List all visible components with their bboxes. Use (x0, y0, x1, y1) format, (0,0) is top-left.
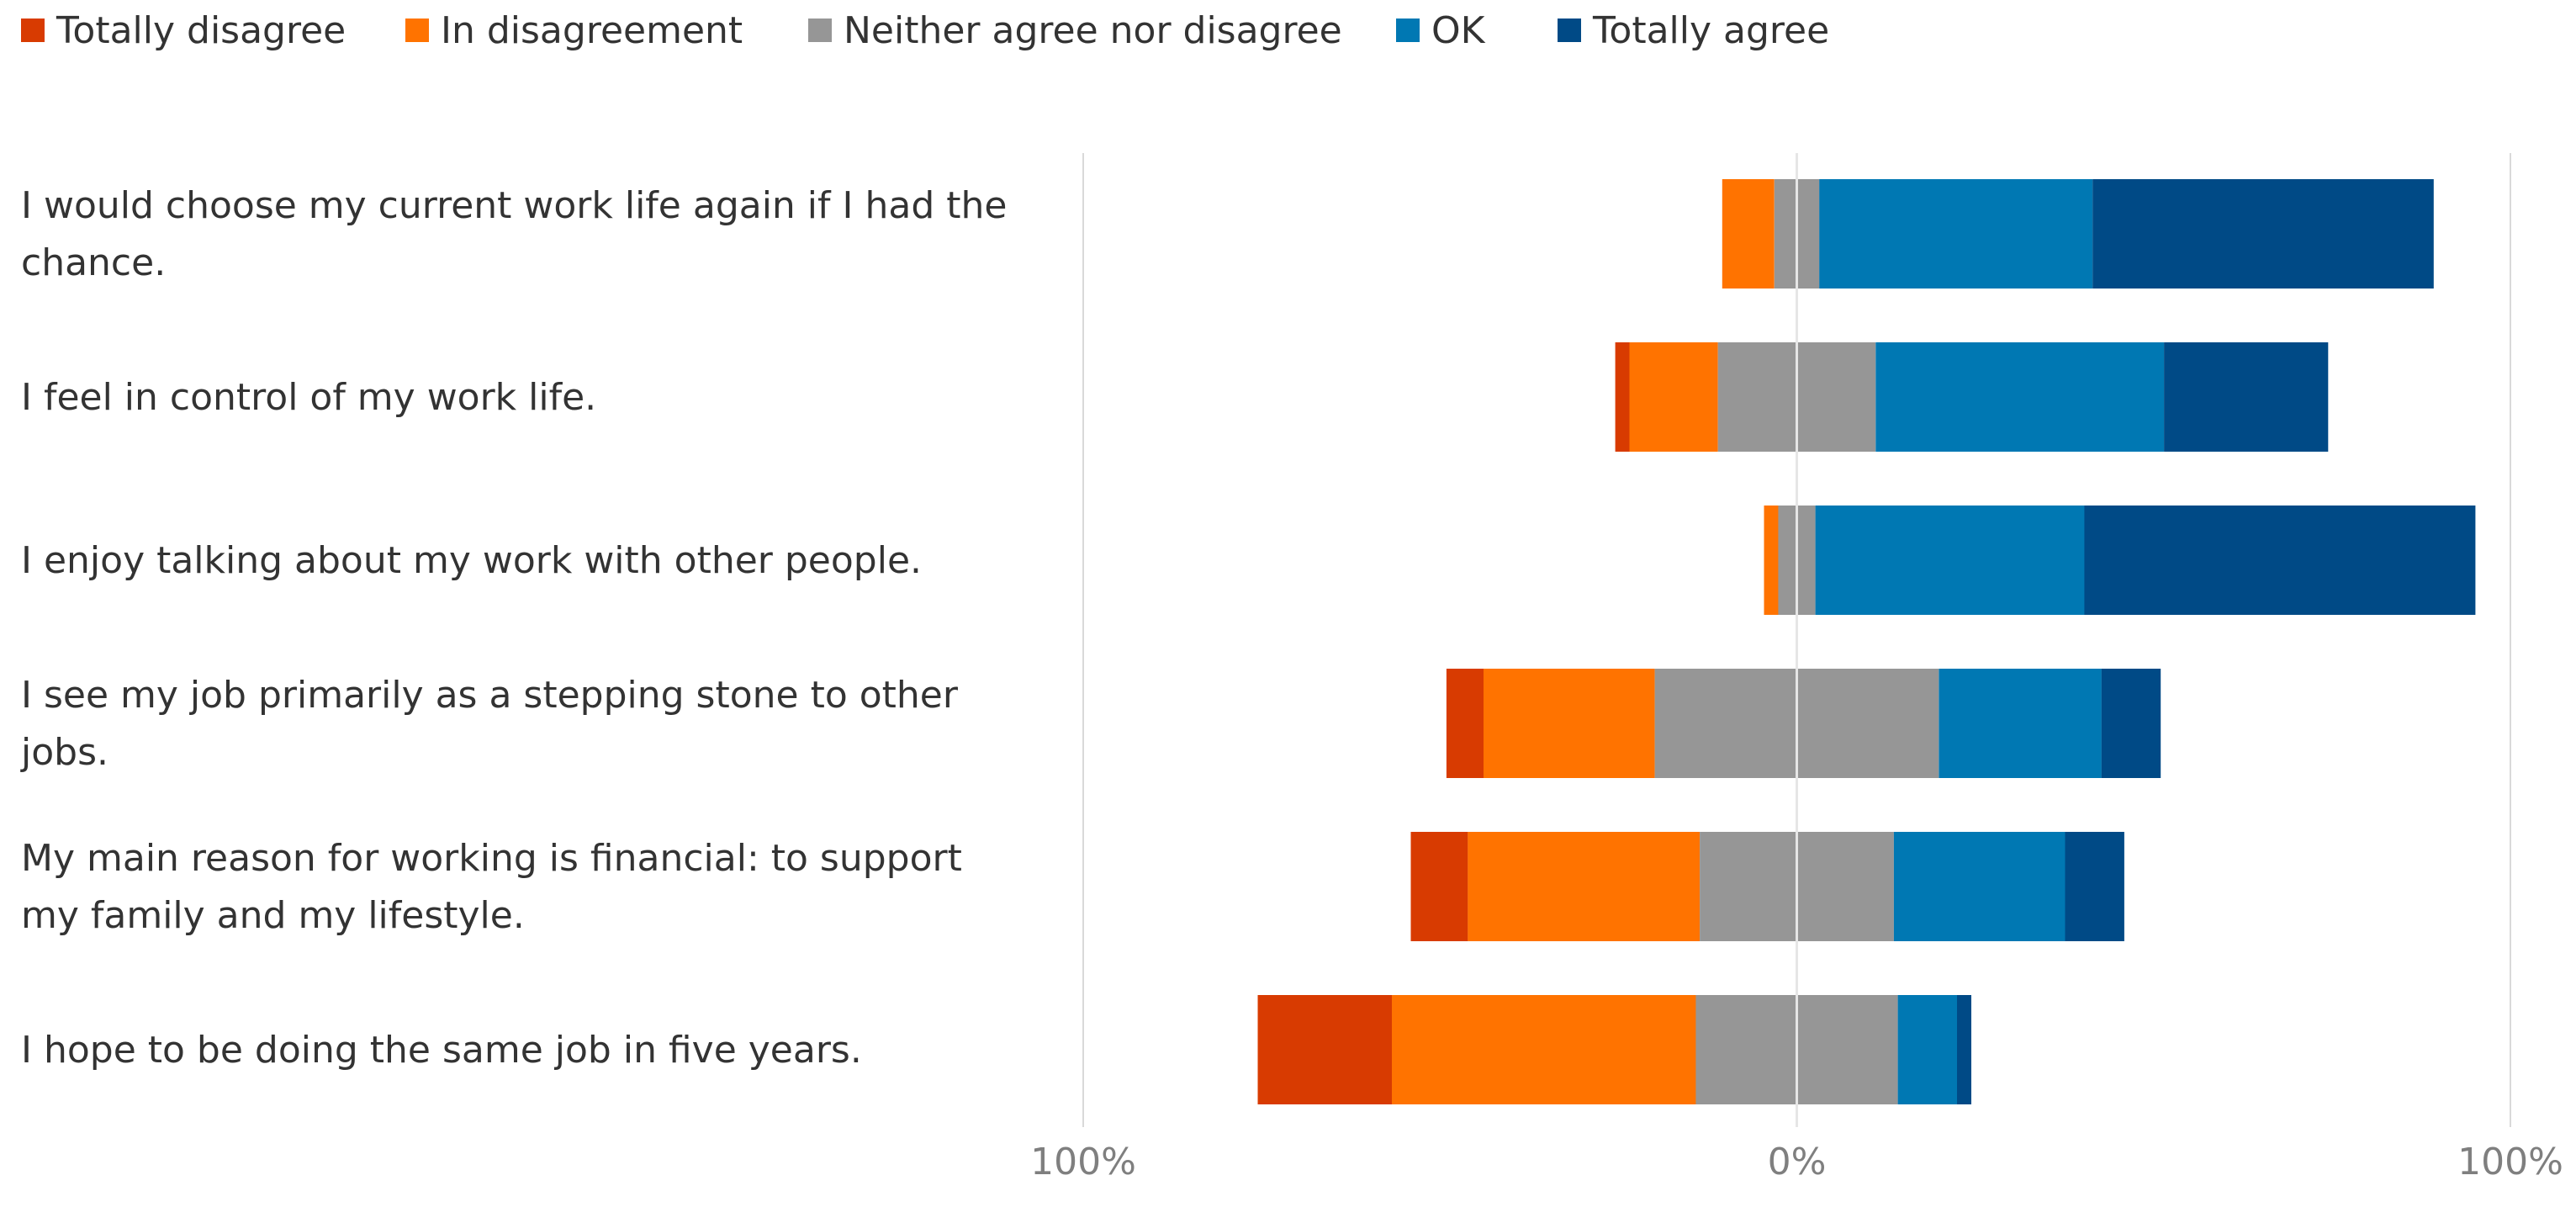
x-tick-label-2: 0% (1768, 1141, 1827, 1183)
legend-swatch-in-disagreement (405, 19, 429, 42)
category-label-1-line-1: I would choose my current work life agai… (21, 184, 1007, 227)
legend-label-ok: OK (1431, 9, 1486, 52)
category-label-4-line-1: I see my job primarily as a stepping sto… (21, 674, 959, 717)
bar-3-ok (1815, 506, 2085, 615)
bar-2-in-disagreement (1629, 342, 1718, 452)
category-label-6-line-1: I hope to be doing the same job in five … (21, 1029, 862, 1072)
category-label-4-line-2: jobs. (20, 731, 108, 774)
legend: Totally disagree In disagreement Neither a… (21, 9, 1829, 52)
bar-3-totally-agree (2084, 506, 2476, 615)
category-label-1-line-2: chance. (21, 241, 166, 284)
x-axis-tick-labels: 100% 0% 100% (1030, 1141, 2563, 1183)
x-tick-label-1: 100% (1030, 1141, 1136, 1183)
bar-5-totally-disagree (1410, 832, 1468, 941)
legend-label-totally-agree: Totally agree (1592, 9, 1829, 52)
bar-1-ok (1819, 179, 2093, 289)
question-labels: I would choose my current work life agai… (20, 184, 1007, 1072)
bar-2-ok (1875, 342, 2165, 452)
category-label-3-line-1: I enjoy talking about my work with other… (21, 539, 922, 582)
legend-swatch-totally-disagree (21, 19, 45, 42)
bar-6-ok (1897, 995, 1957, 1104)
gridlines (1082, 153, 2511, 1127)
legend-label-in-disagreement: In disagreement (441, 9, 743, 52)
bar-5-in-disagreement (1468, 832, 1701, 941)
legend-swatch-neither-agree-nor-disagree (808, 19, 832, 42)
bar-3-in-disagreement (1764, 506, 1779, 615)
bar-2-totally-agree (2164, 342, 2329, 452)
legend-swatch-totally-agree (1558, 19, 1581, 42)
category-label-2-line-1: I feel in control of my work life. (21, 376, 596, 419)
bar-6-totally-agree (1957, 995, 1971, 1104)
bar-4-totally-agree (2101, 669, 2161, 778)
bar-5-totally-agree (2065, 832, 2124, 941)
bar-4-ok (1939, 669, 2102, 778)
legend-label-totally-disagree: Totally disagree (56, 9, 346, 52)
bar-1-in-disagreement (1722, 179, 1775, 289)
bar-6-in-disagreement (1392, 995, 1696, 1104)
legend-label-neither-agree-nor-disagree: Neither agree nor disagree (844, 9, 1342, 52)
category-label-5-line-2: my family and my lifestyle. (21, 894, 525, 937)
bar-1-totally-agree (2092, 179, 2434, 289)
bar-6-totally-disagree (1257, 995, 1392, 1104)
bar-5-ok (1893, 832, 2066, 941)
bar-4-in-disagreement (1484, 669, 1655, 778)
bar-4-totally-disagree (1446, 669, 1484, 778)
bar-2-totally-disagree (1615, 342, 1630, 452)
category-label-5-line-1: My main reason for working is financial:… (21, 837, 962, 880)
x-tick-label-3: 100% (2457, 1141, 2563, 1183)
bars (1257, 179, 2476, 1104)
legend-swatch-ok (1396, 19, 1420, 42)
